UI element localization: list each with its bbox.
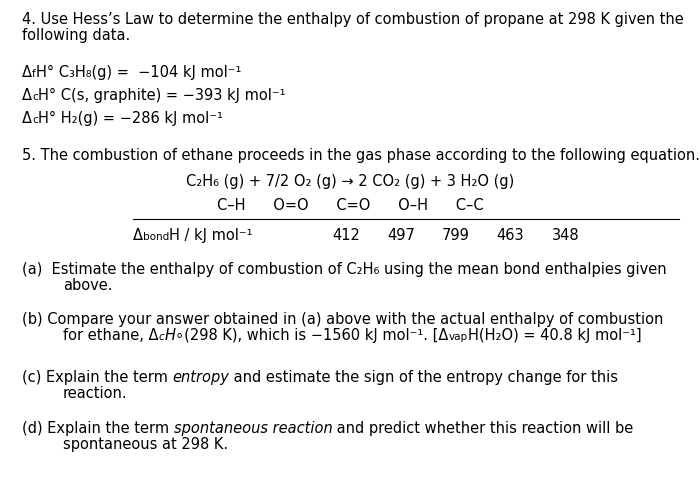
- Text: above.: above.: [63, 278, 113, 293]
- Text: for ethane, Δ: for ethane, Δ: [63, 328, 158, 343]
- Text: H° C₃H₈(g) =  −104 kJ mol⁻¹: H° C₃H₈(g) = −104 kJ mol⁻¹: [36, 65, 241, 80]
- Text: Δ: Δ: [22, 65, 32, 80]
- Text: 412: 412: [332, 228, 360, 243]
- Text: C–H      O=O      C=O      O–H      C–C: C–H O=O C=O O–H C–C: [217, 198, 483, 213]
- Text: (c) Explain the term: (c) Explain the term: [22, 370, 172, 385]
- Text: 4. Use Hess’s Law to determine the enthalpy of combustion of propane at 298 K gi: 4. Use Hess’s Law to determine the entha…: [22, 12, 684, 27]
- Text: H: H: [164, 328, 175, 343]
- Text: spontaneous at 298 K.: spontaneous at 298 K.: [63, 437, 228, 452]
- Text: 5. The combustion of ethane proceeds in the gas phase according to the following: 5. The combustion of ethane proceeds in …: [22, 148, 700, 163]
- Text: c: c: [32, 91, 38, 102]
- Text: c: c: [32, 114, 38, 125]
- Text: (a)  Estimate the enthalpy of combustion of C₂H₆ using the mean bond enthalpies : (a) Estimate the enthalpy of combustion …: [22, 262, 666, 277]
- Text: and estimate the sign of the entropy change for this: and estimate the sign of the entropy cha…: [230, 370, 618, 385]
- Text: f: f: [32, 69, 36, 79]
- Text: and predict whether this reaction will be: and predict whether this reaction will b…: [332, 421, 634, 436]
- Text: 348: 348: [552, 228, 580, 243]
- Text: Δ: Δ: [22, 111, 32, 126]
- Text: 799: 799: [442, 228, 470, 243]
- Text: Δ: Δ: [22, 88, 32, 103]
- Text: c: c: [158, 331, 164, 342]
- Text: ∘(298 K), which is −1560 kJ mol⁻¹. [Δ: ∘(298 K), which is −1560 kJ mol⁻¹. [Δ: [175, 328, 449, 343]
- Text: H(H₂O) = 40.8 kJ mol⁻¹]: H(H₂O) = 40.8 kJ mol⁻¹]: [468, 328, 641, 343]
- Text: following data.: following data.: [22, 28, 130, 43]
- Text: H° H₂(g) = −286 kJ mol⁻¹: H° H₂(g) = −286 kJ mol⁻¹: [38, 111, 223, 126]
- Text: vap: vap: [449, 331, 468, 342]
- Text: H / kJ mol⁻¹: H / kJ mol⁻¹: [169, 228, 253, 243]
- Text: H° C(s, graphite) = −393 kJ mol⁻¹: H° C(s, graphite) = −393 kJ mol⁻¹: [38, 88, 286, 103]
- Text: bond: bond: [143, 231, 169, 242]
- Text: Δ: Δ: [133, 228, 143, 243]
- Text: (b) Compare your answer obtained in (a) above with the actual enthalpy of combus: (b) Compare your answer obtained in (a) …: [22, 312, 664, 327]
- Text: spontaneous reaction: spontaneous reaction: [174, 421, 332, 436]
- Text: C₂H₆ (g) + 7/2 O₂ (g) → 2 CO₂ (g) + 3 H₂O (g): C₂H₆ (g) + 7/2 O₂ (g) → 2 CO₂ (g) + 3 H₂…: [186, 174, 514, 189]
- Text: 463: 463: [496, 228, 524, 243]
- Text: entropy: entropy: [172, 370, 230, 385]
- Text: 497: 497: [387, 228, 415, 243]
- Text: (d) Explain the term: (d) Explain the term: [22, 421, 174, 436]
- Text: reaction.: reaction.: [63, 386, 127, 401]
